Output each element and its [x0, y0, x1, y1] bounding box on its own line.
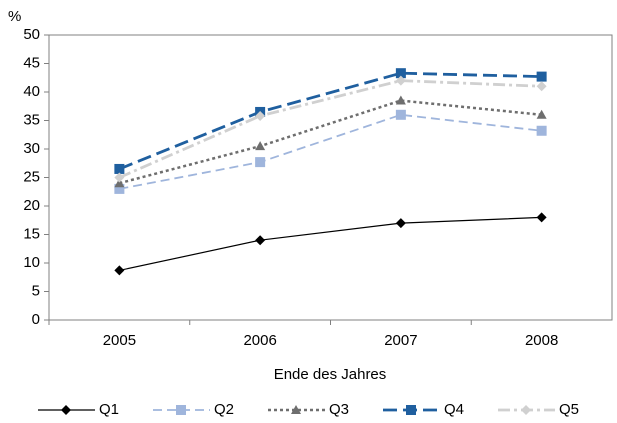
y-axis-label: % [8, 8, 21, 25]
legend-marker [291, 405, 301, 414]
y-tick-label: 35 [23, 111, 40, 128]
data-point [255, 141, 266, 151]
legend-marker [406, 405, 416, 415]
data-point [255, 157, 266, 168]
data-point [255, 110, 266, 121]
x-tick-label: 2007 [384, 332, 417, 349]
data-point [114, 163, 125, 174]
data-point [395, 95, 406, 105]
y-tick-label: 45 [23, 54, 40, 71]
y-tick-label: 20 [23, 197, 40, 214]
data-point [114, 183, 125, 194]
y-tick-label: 40 [23, 83, 40, 100]
series-line [118, 79, 542, 179]
legend-label: Q1 [99, 401, 119, 418]
data-point [395, 109, 406, 120]
data-point [536, 81, 547, 92]
legend-label: Q5 [559, 401, 579, 418]
legend-marker [61, 405, 71, 415]
legend-label: Q2 [214, 401, 234, 418]
y-tick-label: 25 [23, 168, 40, 185]
series-line [118, 71, 542, 171]
data-point [536, 109, 547, 119]
data-point [395, 75, 406, 86]
y-tick-label: 30 [23, 140, 40, 157]
data-point [536, 212, 547, 223]
data-point [114, 178, 125, 188]
data-point [536, 71, 547, 82]
data-point [395, 68, 406, 79]
data-point [536, 125, 547, 136]
x-tick-label: 2006 [243, 332, 276, 349]
x-axis-label: Ende des Jahres [274, 366, 387, 383]
data-point [114, 172, 125, 183]
x-tick-label: 2005 [103, 332, 136, 349]
legend-label: Q4 [444, 401, 464, 418]
series-line [119, 99, 542, 185]
x-tick-label: 2008 [525, 332, 558, 349]
y-tick-label: 0 [32, 311, 40, 328]
y-tick-label: 50 [23, 26, 40, 43]
data-point [255, 235, 266, 246]
y-tick-label: 15 [23, 225, 40, 242]
legend-marker [176, 405, 186, 415]
series-line [119, 216, 542, 271]
data-point [114, 265, 125, 276]
y-tick-label: 10 [23, 254, 40, 271]
legend-marker [521, 405, 531, 415]
legend-label: Q3 [329, 401, 349, 418]
plot-area [48, 34, 613, 321]
y-tick-label: 5 [32, 282, 40, 299]
data-point [395, 218, 406, 229]
series-line [119, 113, 542, 190]
